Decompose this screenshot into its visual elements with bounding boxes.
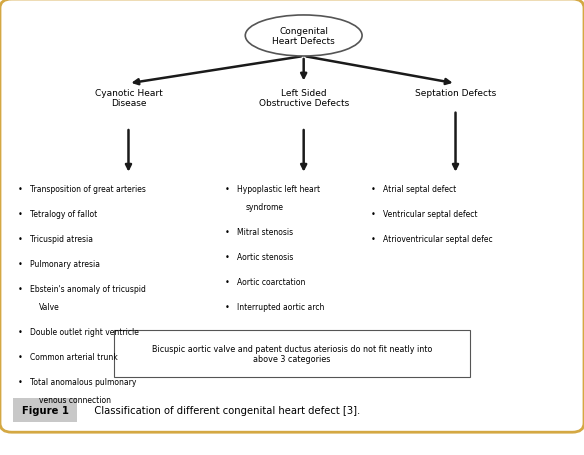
Text: Double outlet right ventricle: Double outlet right ventricle <box>30 328 139 336</box>
Text: •: • <box>18 353 22 361</box>
Text: Ventricular septal defect: Ventricular septal defect <box>383 209 477 218</box>
Text: •: • <box>18 378 22 386</box>
Text: Tricuspid atresia: Tricuspid atresia <box>30 234 93 243</box>
Text: •: • <box>18 184 22 193</box>
Text: Common arterial trunk: Common arterial trunk <box>30 353 118 361</box>
Text: Classification of different congenital heart defect [3].: Classification of different congenital h… <box>85 405 360 415</box>
Text: •: • <box>225 303 230 311</box>
Text: •: • <box>18 259 22 268</box>
Text: Bicuspic aortic valve and patent ductus ateriosis do not fit neatly into
above 3: Bicuspic aortic valve and patent ductus … <box>152 344 432 364</box>
Text: •: • <box>18 234 22 243</box>
Text: venous connection: venous connection <box>39 395 111 404</box>
Text: •: • <box>225 228 230 236</box>
Text: •: • <box>225 253 230 261</box>
Text: Total anomalous pulmonary: Total anomalous pulmonary <box>30 378 137 386</box>
Text: Figure 1: Figure 1 <box>22 405 69 415</box>
Text: syndrome: syndrome <box>245 202 283 211</box>
Text: Cyanotic Heart
Disease: Cyanotic Heart Disease <box>95 89 162 108</box>
Text: •: • <box>18 328 22 336</box>
Text: Congenital
Heart Defects: Congenital Heart Defects <box>272 27 335 46</box>
Text: •: • <box>371 184 376 193</box>
Text: Tetralogy of fallot: Tetralogy of fallot <box>30 209 98 218</box>
Text: •: • <box>18 284 22 293</box>
Text: Interrupted aortic arch: Interrupted aortic arch <box>237 303 324 311</box>
Text: Left Sided
Obstructive Defects: Left Sided Obstructive Defects <box>259 89 349 108</box>
Ellipse shape <box>245 16 362 57</box>
FancyBboxPatch shape <box>114 330 470 378</box>
Text: •: • <box>225 278 230 286</box>
Text: •: • <box>371 209 376 218</box>
Text: Ebstein's anomaly of tricuspid: Ebstein's anomaly of tricuspid <box>30 284 146 293</box>
Text: •: • <box>371 234 376 243</box>
Text: Septation Defects: Septation Defects <box>415 89 496 98</box>
Text: •: • <box>225 184 230 193</box>
Text: Transposition of great arteries: Transposition of great arteries <box>30 184 146 193</box>
Text: Mitral stenosis: Mitral stenosis <box>237 228 293 236</box>
FancyBboxPatch shape <box>13 398 77 422</box>
Text: Valve: Valve <box>39 303 60 311</box>
Text: Hypoplastic left heart: Hypoplastic left heart <box>237 184 319 193</box>
Text: Atrioventricular septal defec: Atrioventricular septal defec <box>383 234 492 243</box>
Text: Pulmonary atresia: Pulmonary atresia <box>30 259 100 268</box>
Text: Aortic coarctation: Aortic coarctation <box>237 278 305 286</box>
Text: •: • <box>18 209 22 218</box>
Text: Atrial septal defect: Atrial septal defect <box>383 184 456 193</box>
Text: Aortic stenosis: Aortic stenosis <box>237 253 293 261</box>
FancyBboxPatch shape <box>0 0 584 432</box>
